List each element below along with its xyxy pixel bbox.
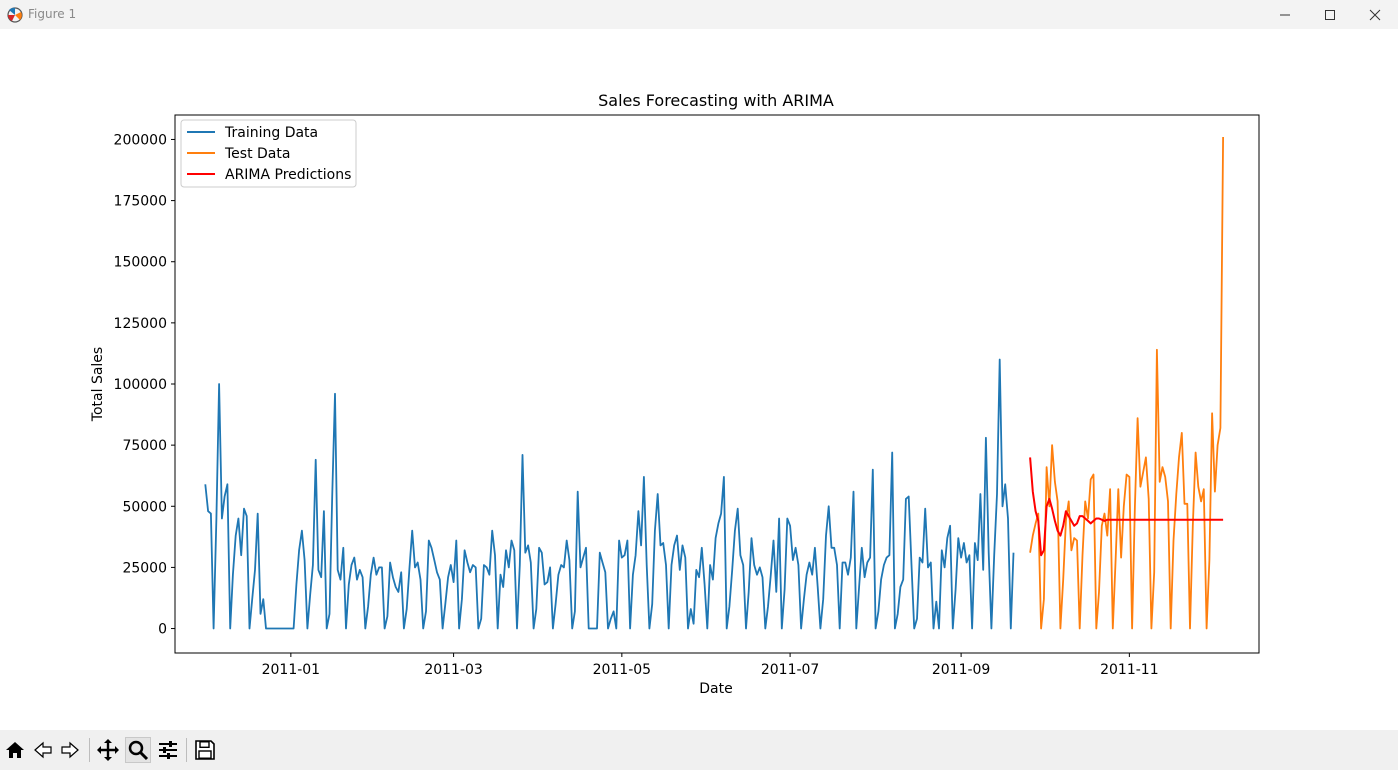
- close-icon: [1369, 9, 1381, 20]
- save-button[interactable]: [192, 737, 218, 763]
- forward-button[interactable]: [57, 737, 83, 763]
- legend-box: [180, 119, 357, 188]
- y-tick-label: 125000: [114, 316, 167, 332]
- x-tick-label: 2011-11: [1100, 662, 1159, 678]
- y-tick-label: 25000: [122, 560, 167, 576]
- window-title: Figure 1: [28, 7, 77, 21]
- y-tick-label: 0: [158, 622, 167, 638]
- y-axis-label: Total Sales: [90, 347, 106, 422]
- window-titlebar: Figure 1: [0, 0, 1398, 29]
- legend-label: Training Data: [224, 125, 318, 141]
- series-line: [1029, 457, 1224, 557]
- x-axis-label: Date: [699, 681, 732, 697]
- zoom-button[interactable]: [125, 737, 151, 763]
- legend: Training Data Test Data ARIMA Predictions: [180, 119, 357, 188]
- figure-canvas[interactable]: Sales Forecasting with ARIMA 0 25000 50000…: [0, 29, 1398, 730]
- series-line: [204, 358, 1015, 630]
- y-axis: 0 25000 50000 75000 100000 125000 150000 175000…: [114, 132, 175, 638]
- move-icon: [97, 739, 119, 761]
- minimize-icon: [1280, 14, 1290, 15]
- minimize-button[interactable]: [1262, 0, 1308, 29]
- toolbar-separator: [89, 738, 90, 762]
- y-tick-label: 150000: [114, 255, 167, 271]
- maximize-icon: [1325, 9, 1335, 20]
- matplotlib-icon: [7, 7, 23, 23]
- y-tick-label: 75000: [122, 438, 167, 454]
- close-button[interactable]: [1352, 0, 1398, 29]
- legend-label: Test Data: [224, 146, 290, 162]
- home-icon: [6, 742, 24, 758]
- sliders-icon: [159, 741, 177, 759]
- y-tick-label: 100000: [114, 377, 167, 393]
- y-tick-label: 50000: [122, 499, 167, 515]
- series-line: [1029, 136, 1224, 630]
- pan-button[interactable]: [95, 737, 121, 763]
- x-tick-label: 2011-09: [932, 662, 991, 678]
- series-lines: [204, 136, 1224, 630]
- arrow-left-icon: [34, 741, 52, 759]
- x-tick-label: 2011-03: [424, 662, 483, 678]
- y-tick-label: 200000: [114, 132, 167, 148]
- maximize-button[interactable]: [1307, 0, 1353, 29]
- navigation-toolbar: [0, 730, 1398, 770]
- x-tick-label: 2011-07: [761, 662, 820, 678]
- configure-subplots-button[interactable]: [155, 737, 181, 763]
- y-tick-label: 175000: [114, 194, 167, 210]
- x-tick-label: 2011-01: [262, 662, 321, 678]
- toolbar-separator: [186, 738, 187, 762]
- x-tick-label: 2011-05: [593, 662, 652, 678]
- home-button[interactable]: [2, 737, 28, 763]
- sales-forecast-chart: Sales Forecasting with ARIMA 0 25000 50000…: [90, 91, 1260, 697]
- back-button[interactable]: [30, 737, 56, 763]
- legend-label: ARIMA Predictions: [225, 167, 351, 183]
- x-axis: 2011-01 2011-03 2011-05 2011-07 2011-09 2011-…: [262, 653, 1159, 678]
- arrow-right-icon: [61, 741, 79, 759]
- floppy-disk-icon: [195, 740, 215, 760]
- chart-title: Sales Forecasting with ARIMA: [598, 91, 834, 110]
- magnifier-icon: [128, 740, 149, 761]
